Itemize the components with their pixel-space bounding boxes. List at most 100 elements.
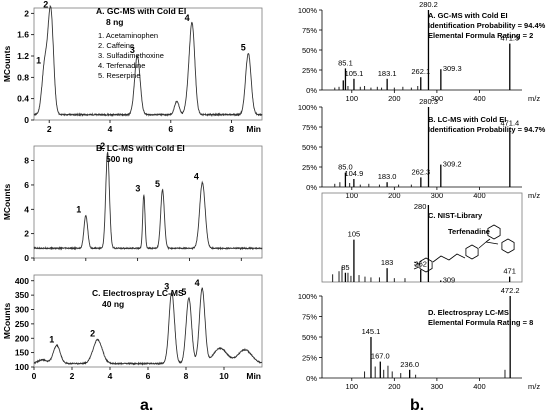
panel-subtitle: 40 ng (102, 299, 124, 309)
y-tick-label: 0% (306, 374, 317, 383)
y-tick-label: 25% (302, 66, 317, 75)
peak-label: 309 (443, 275, 456, 284)
peak-label: 85.1 (338, 58, 353, 67)
chromatogram-panel-0: 0 0.4 0.8 1.2 1.6 2 2 4 6 8 1 2 3 4 5 A. GC-MS with Col… (2, 0, 263, 134)
chromatogram-trace (33, 4, 263, 118)
peak-label: 105 (348, 230, 361, 239)
y-tick-label: 100% (298, 103, 318, 112)
peak-label: 262.1 (411, 67, 430, 76)
peak-label: 280.3 (419, 97, 438, 106)
panel-title: A. GC-MS with Cold EI (96, 6, 186, 16)
peak-label: 5 (155, 179, 160, 189)
peak-label: 4 (194, 172, 199, 182)
x-tick-label: 10 (219, 371, 229, 381)
peak-label: 85 (341, 263, 349, 272)
terfenadine-structure-image (413, 224, 515, 273)
panel-title: C. Electrospray LC-MS (92, 288, 184, 298)
x-tick-label: 4 (108, 124, 113, 134)
peak-label: 309.3 (443, 64, 462, 73)
chromatogram-trace (33, 287, 262, 366)
x-axis-label: Min (246, 371, 261, 381)
x-tick-label: 4 (108, 371, 113, 381)
peak-label: 3 (130, 45, 135, 55)
chromatogram-trace (33, 151, 263, 251)
peak-label: 280 (414, 202, 427, 211)
panel-title: B. LC-MS with Cold EI (96, 143, 185, 153)
plot-frame (33, 7, 263, 121)
x-tick-label: 0 (32, 371, 37, 381)
x-axis-label: m/z (528, 94, 540, 103)
structure-bond (432, 253, 466, 263)
peak-label: 5 (181, 287, 186, 297)
x-tick-label: 400 (473, 191, 486, 200)
legend-entry: 1. Acetaminophen (98, 31, 158, 40)
peak-label: 183 (381, 258, 394, 267)
panel-title: C. NIST-Library (428, 211, 483, 220)
y-tick-label: 0% (306, 183, 317, 192)
peak-label: 2 (43, 0, 48, 10)
x-tick-label: 200 (388, 94, 401, 103)
y-tick-label: 250 (15, 319, 29, 329)
y-tick-label: 2 (24, 229, 29, 239)
panel-annotation: Terfenadine (448, 227, 490, 236)
structure-ring (501, 238, 515, 254)
y-tick-label: 1.6 (17, 30, 29, 40)
peak-label: 471.4 (500, 119, 519, 128)
y-tick-label: 25% (302, 163, 317, 172)
peak-label: 3 (135, 184, 140, 194)
peak-label: 105.1 (345, 69, 364, 78)
peak-label: 183.0 (378, 172, 397, 181)
peak-label: 4 (195, 278, 200, 288)
x-tick-label: 400 (473, 94, 486, 103)
panel-title: B. LC-MS with Cold EI (428, 115, 506, 124)
panel-annotation: Identification Probability = 94.7% (428, 125, 546, 134)
mass-spectrum-panel-3: 0% 25% 50% 75% 100% 100 200 300 400 m/z 85.1 105.1 1… (298, 0, 546, 103)
legend-entry: 4. Terfenadine (98, 61, 145, 70)
peak-label: 280.2 (419, 0, 438, 9)
y-tick-label: 150 (15, 348, 29, 358)
peak-label: 1 (36, 56, 41, 66)
peak-label: 3 (164, 281, 169, 291)
x-tick-label: 2 (70, 371, 75, 381)
x-tick-label: 6 (168, 124, 173, 134)
y-tick-label: 8 (24, 156, 29, 166)
peak-label: 2 (100, 141, 105, 151)
y-tick-label: 350 (15, 290, 29, 300)
x-axis-label: Min (246, 124, 261, 134)
x-tick-label: 300 (431, 94, 444, 103)
peak-label: 472.2 (501, 286, 520, 295)
panel-subtitle: 8 ng (106, 17, 123, 27)
peak-label: 471.3 (500, 34, 519, 43)
panel-annotation: Elemental Formula Rating = 2 (428, 31, 533, 40)
y-tick-label: 6 (24, 180, 29, 190)
peak-label: 1 (49, 334, 54, 344)
x-tick-label: 6 (146, 371, 151, 381)
y-axis-label: MCounts (2, 303, 12, 340)
panel-annotation: Identification Probability = 94.4% (428, 21, 546, 30)
legend-entry: 2. Caffeine (98, 41, 134, 50)
peak-label: 2 (90, 329, 95, 339)
peak-label: 85.0 (338, 163, 353, 172)
peak-label: 262 (414, 260, 427, 269)
y-tick-label: 75% (302, 26, 317, 35)
mass-spectrum-panel-6: 0% 25% 50% 75% 100% 100 200 300 400 m/z 145.1 167.0… (298, 286, 541, 391)
panel-title: A. GC-MS with Cold EI (428, 11, 508, 20)
y-tick-label: 50% (302, 333, 317, 342)
peak-label: 167.0 (371, 352, 390, 361)
peak-label: 145.1 (362, 327, 381, 336)
y-tick-label: 4 (24, 204, 29, 214)
x-axis-label: m/z (528, 382, 540, 391)
y-tick-label: 75% (302, 313, 317, 322)
structure-ring (487, 224, 501, 240)
y-axis-label: MCounts (2, 184, 12, 221)
panel-title: D. Electrospray LC-MS (428, 308, 509, 317)
y-tick-label: 100% (298, 292, 318, 301)
y-tick-label: 50% (302, 46, 317, 55)
peak-label: 309.2 (443, 160, 462, 169)
y-tick-label: 200 (15, 333, 29, 343)
y-tick-label: 75% (302, 123, 317, 132)
peak-label: 1 (76, 204, 81, 214)
